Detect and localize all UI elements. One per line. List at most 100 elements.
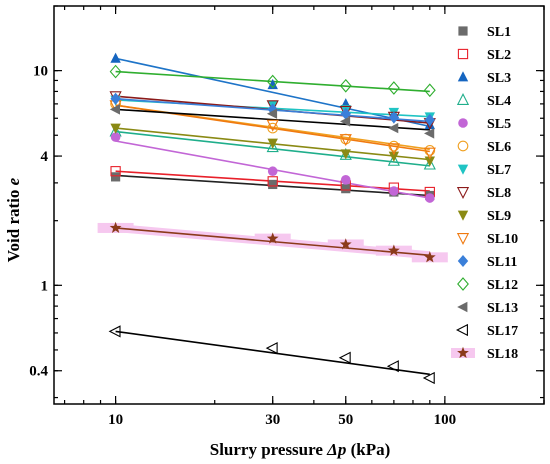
data-point-sl18-3: [387, 244, 400, 256]
series-sl5: [110, 132, 435, 203]
y-axis-title-symbol: e: [4, 177, 23, 185]
legend-label-sl17: SL17: [487, 324, 518, 339]
legend-item-sl1: SL1: [458, 25, 511, 40]
data-point-sl17-3: [386, 360, 399, 373]
legend-item-sl18: SL18: [451, 346, 518, 362]
data-point-sl6-4: [424, 145, 436, 156]
highlight-layer: [97, 222, 448, 263]
data-point-sl13-3: [388, 122, 399, 134]
fit-line-sl17: [115, 330, 430, 376]
data-point-sl13-1: [266, 108, 278, 119]
legend-marker-sl17: [455, 323, 468, 337]
fit-line-sl13: [115, 108, 430, 131]
legend-item-sl4: SL4: [456, 92, 511, 109]
legend-marker-sl8: [456, 187, 470, 200]
legend-marker-sl2: [457, 48, 469, 60]
series-sl12: [109, 64, 436, 98]
y-tick-label-3: 10: [33, 64, 48, 80]
data-point-sl17-0: [108, 325, 121, 338]
x-axis-title-text: Slurry pressure: [210, 440, 327, 459]
x-axis-title-unit: (kPa): [346, 440, 390, 459]
data-point-sl12-1: [266, 74, 279, 89]
data-point-sl10-1: [266, 119, 279, 132]
legend-item-sl7: SL7: [457, 163, 511, 178]
legend-item-sl13: SL13: [457, 301, 518, 316]
data-point-sl9-4: [424, 156, 436, 167]
legend-label-sl6: SL6: [487, 140, 511, 155]
data-point-sl1-0: [111, 172, 121, 182]
legend-item-sl17: SL17: [455, 323, 518, 339]
legend-marker-sl18: [457, 346, 469, 359]
data-point-sl10-3: [387, 143, 400, 156]
legend-item-sl8: SL8: [456, 186, 511, 201]
legend-label-sl18: SL18: [487, 347, 518, 362]
data-point-sl2-1: [267, 176, 278, 187]
x-tick-label-0: 10: [108, 412, 123, 428]
data-point-sl11-3: [388, 111, 400, 124]
legend-item-sl10: SL10: [456, 232, 518, 247]
data-point-sl5-2: [340, 175, 351, 185]
legend-marker-sl9: [457, 210, 469, 221]
series-sl18: [109, 221, 436, 263]
legend-label-sl10: SL10: [487, 232, 518, 247]
x-tick-label-2: 50: [338, 412, 353, 428]
data-point-sl13-2: [339, 116, 351, 127]
data-point-sl18-2: [339, 238, 352, 250]
legend-marker-sl6: [457, 140, 469, 152]
y-tick-label-2: 4: [41, 149, 49, 165]
legend-marker-sl5: [458, 118, 468, 128]
series-sl11: [110, 92, 436, 126]
legend-item-sl5: SL5: [458, 117, 511, 132]
legend-label-sl1: SL1: [487, 25, 511, 40]
y-tick-label-0: 0.4: [29, 364, 48, 380]
data-point-sl18-1: [266, 232, 279, 244]
data-point-sl18-4: [423, 251, 436, 263]
legend-label-sl3: SL3: [487, 71, 511, 86]
ticks-layer: [54, 5, 545, 404]
data-point-sl4-4: [423, 157, 436, 170]
data-point-sl9-1: [267, 138, 278, 149]
legend: SL1 SL2 SL3 SL4 SL5 SL6 SL7 SL8 SL9 SL10 SL11 SL12 S…: [451, 25, 518, 362]
legend-marker-sl12: [457, 277, 469, 291]
legend-marker-sl3: [457, 71, 469, 82]
data-point-sl13-0: [109, 104, 121, 115]
x-axis-title: Slurry pressure Δp (kPa): [210, 440, 391, 459]
legend-marker-sl1: [458, 26, 468, 36]
legend-item-sl9: SL9: [457, 209, 511, 224]
legend-marker-sl4: [456, 92, 470, 105]
data-point-sl17-2: [338, 351, 351, 364]
legend-item-sl12: SL12: [457, 277, 518, 293]
data-point-sl2-0: [110, 166, 121, 177]
y-axis-title: Void ratio e: [4, 177, 23, 262]
data-point-sl9-3: [388, 151, 400, 162]
data-point-sl11-4: [424, 113, 436, 126]
data-point-sl8-1: [266, 100, 279, 113]
data-point-sl9-2: [340, 149, 351, 160]
data-point-sl1-2: [341, 184, 351, 194]
legend-marker-sl10: [456, 233, 470, 246]
series-sl9: [110, 123, 436, 167]
legend-label-sl11: SL11: [487, 255, 517, 270]
y-tick-label-1: 1: [41, 278, 49, 294]
legend-marker-sl7: [457, 164, 469, 175]
data-point-sl1-1: [268, 179, 278, 190]
data-point-sl18-0: [109, 221, 122, 233]
fit-line-sl3: [115, 57, 430, 128]
data-point-sl5-0: [110, 132, 121, 142]
data-point-sl6-3: [388, 140, 400, 152]
data-point-sl4-1: [266, 140, 279, 153]
data-points-layer: [108, 52, 436, 385]
x-tick-label-1: 30: [265, 412, 280, 428]
data-point-sl12-0: [109, 64, 122, 79]
data-point-sl17-1: [265, 341, 278, 355]
series-sl17: [108, 325, 435, 385]
data-point-sl4-3: [387, 153, 400, 166]
data-point-sl17-4: [422, 371, 435, 385]
series-sl13: [109, 104, 435, 139]
tick-labels-layer: 10 30 50 100 0.4 1 4 10: [29, 64, 456, 428]
data-point-sl6-1: [267, 122, 279, 134]
legend-label-sl5: SL5: [487, 117, 511, 132]
legend-label-sl8: SL8: [487, 186, 511, 201]
